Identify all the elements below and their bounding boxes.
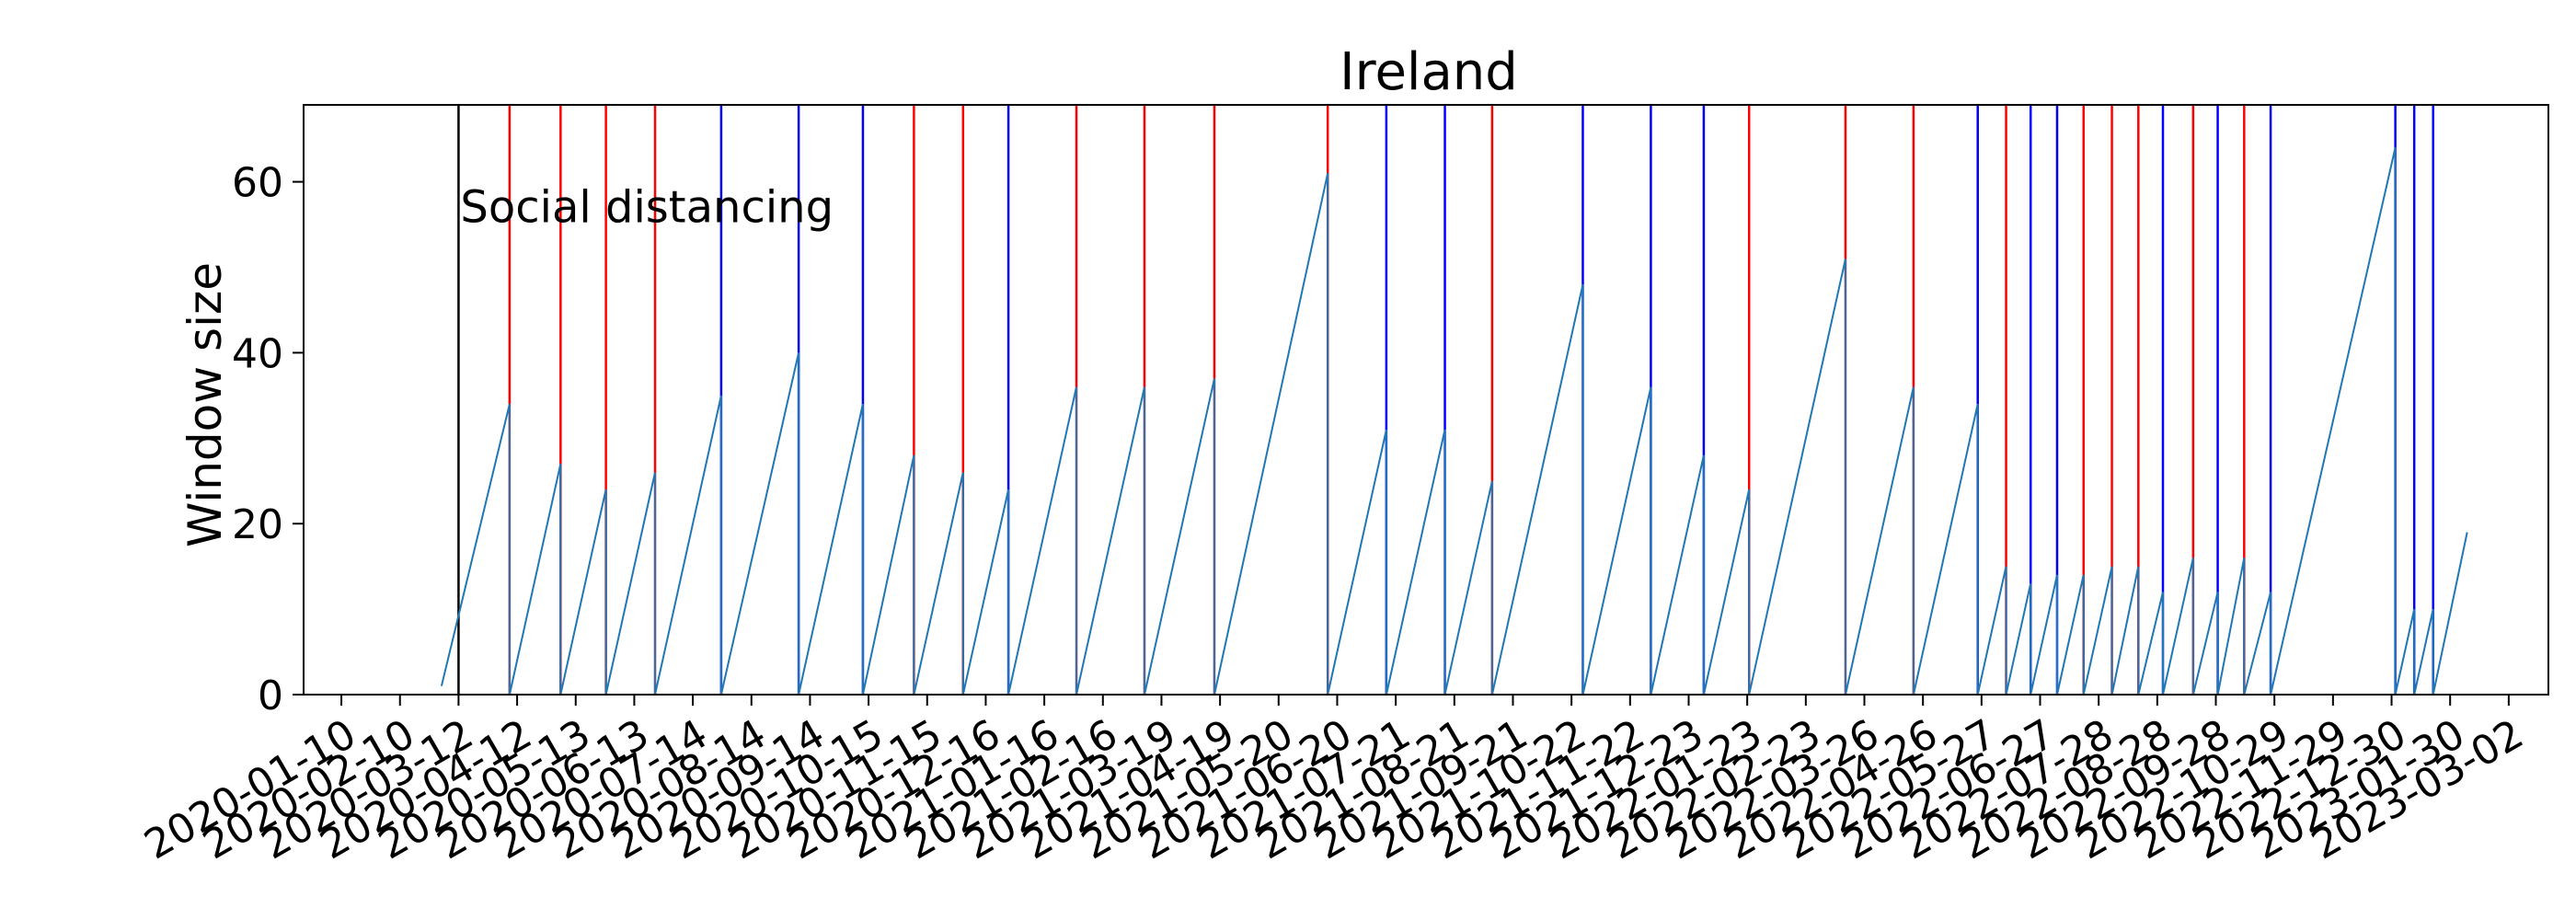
annotation-text: Social distancing	[460, 181, 834, 233]
y-tick-label: 60	[232, 160, 283, 207]
y-tick-label: 40	[232, 330, 283, 377]
series-group	[440, 147, 2468, 696]
y-axis-label: Window size	[178, 262, 232, 547]
chart-title: Ireland	[1340, 42, 1518, 102]
annotations: Social distancing	[460, 181, 834, 233]
plot-frame	[303, 104, 2549, 696]
y-axis: 0 20 40 60	[232, 160, 304, 719]
y-tick-label: 0	[258, 673, 283, 719]
series-line-0	[440, 147, 2468, 696]
y-tick-label: 20	[232, 501, 283, 548]
x-axis: 2020-01-102020-02-102020-03-122020-04-12…	[137, 695, 2531, 868]
